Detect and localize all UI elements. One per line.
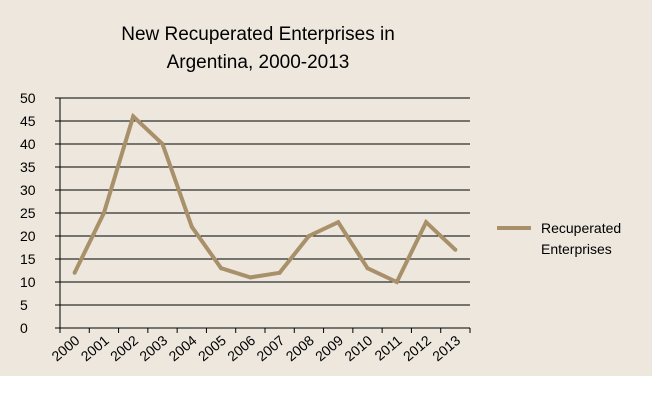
x-tick-label: 2012 (400, 332, 434, 364)
x-tick-label: 2011 (371, 332, 405, 364)
x-tick-labels: 2000200120022003200420052006200720082009… (48, 332, 463, 364)
x-tick-label: 2006 (224, 332, 258, 364)
x-tick-label: 2003 (136, 332, 170, 364)
y-tick-label: 15 (20, 251, 36, 267)
legend: Recuperated Enterprises (497, 220, 621, 257)
line-chart: New Recuperated Enterprises in Argentina… (20, 24, 621, 364)
data-point (365, 266, 370, 271)
data-point (394, 280, 399, 284)
x-tick-label: 2000 (48, 332, 82, 364)
legend-label-line-1: Recuperated (541, 220, 621, 236)
chart-card: New Recuperated Enterprises in Argentina… (0, 0, 652, 376)
chart-title-line-1: New Recuperated Enterprises in (121, 24, 395, 45)
y-tick-label: 45 (20, 113, 36, 129)
y-tick-label: 30 (20, 182, 36, 198)
series-line (72, 112, 457, 285)
data-point (453, 247, 458, 252)
data-point (160, 142, 165, 146)
legend-label-line-2: Enterprises (541, 241, 612, 257)
data-point (277, 270, 282, 275)
data-point (306, 234, 311, 238)
data-point (424, 220, 429, 225)
data-point (219, 266, 224, 271)
y-tick-label: 35 (20, 159, 36, 175)
x-tick-label: 2002 (107, 332, 141, 364)
x-tick-label: 2004 (166, 332, 200, 364)
data-point (248, 275, 253, 280)
x-tick-label: 2005 (195, 332, 229, 364)
y-tick-labels: 0 5 10 15 20 25 30 35 40 45 50 (20, 90, 36, 336)
data-point (101, 211, 106, 215)
data-point (336, 220, 341, 225)
y-tick-label: 25 (20, 205, 36, 221)
data-point (131, 114, 136, 119)
y-tick-label: 10 (20, 274, 36, 290)
gridlines (60, 97, 470, 306)
y-tick-label: 5 (20, 297, 28, 313)
x-tick-label: 2001 (78, 332, 112, 364)
x-tick-label: 2013 (429, 332, 463, 364)
x-tick-label: 2008 (283, 332, 317, 364)
y-tick-label: 40 (20, 136, 36, 152)
series-lines (72, 112, 458, 285)
x-tick-label: 2009 (312, 332, 346, 364)
y-tick-label: 20 (20, 228, 36, 244)
data-point (72, 270, 77, 275)
y-tick-label: 0 (20, 320, 28, 336)
y-tick-label: 50 (20, 90, 36, 106)
x-tick-label: 2007 (253, 332, 287, 364)
axes (55, 97, 471, 333)
x-tick-label: 2010 (341, 332, 375, 364)
chart-title-line-2: Argentina, 2000-2013 (167, 52, 350, 73)
data-point (189, 224, 194, 229)
